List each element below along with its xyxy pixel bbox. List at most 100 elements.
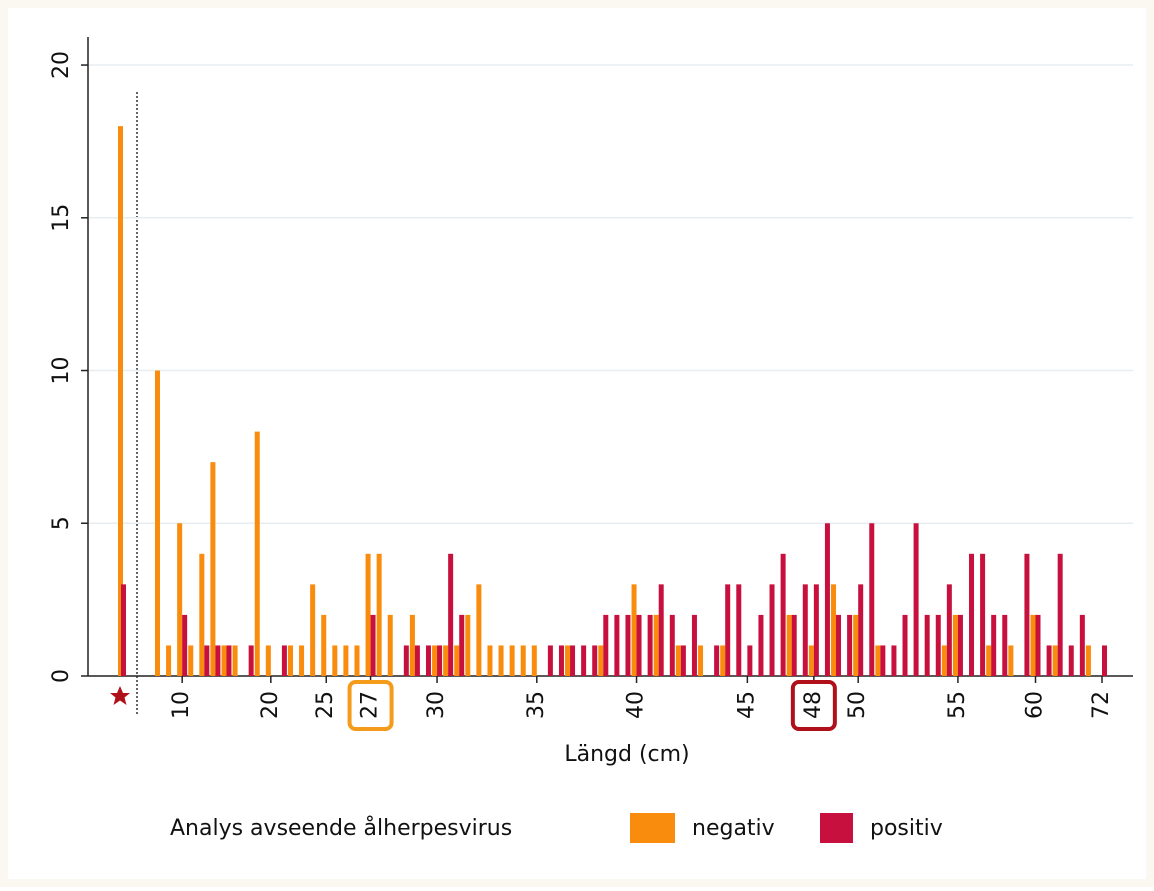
bar bbox=[802, 584, 808, 676]
legend-swatch bbox=[820, 813, 853, 843]
bar bbox=[869, 523, 875, 676]
x-tick-label: 27 bbox=[358, 691, 383, 719]
bar bbox=[118, 126, 123, 676]
bar bbox=[952, 614, 958, 676]
bar bbox=[631, 584, 637, 676]
y-tick-label: 15 bbox=[49, 204, 74, 232]
bar bbox=[1035, 614, 1041, 676]
bar bbox=[221, 645, 227, 676]
bar bbox=[913, 523, 919, 676]
bar bbox=[780, 553, 786, 676]
bar bbox=[853, 614, 859, 676]
bar bbox=[847, 614, 853, 676]
x-tick-label: 72 bbox=[1089, 691, 1114, 719]
bar bbox=[698, 645, 704, 676]
bar bbox=[465, 614, 471, 676]
bar bbox=[986, 645, 992, 676]
bar bbox=[414, 645, 420, 676]
bar bbox=[1024, 553, 1030, 676]
x-tick-label: 60 bbox=[1023, 691, 1048, 719]
bar bbox=[182, 614, 188, 676]
bar bbox=[310, 584, 316, 676]
bar bbox=[991, 614, 997, 676]
bar bbox=[1046, 645, 1052, 676]
bar bbox=[1002, 614, 1008, 676]
bar bbox=[1102, 645, 1107, 676]
bar bbox=[875, 645, 881, 676]
bar bbox=[1008, 645, 1014, 676]
bar bbox=[598, 645, 604, 676]
bar bbox=[321, 614, 327, 676]
bar bbox=[403, 645, 409, 676]
bar bbox=[714, 645, 720, 676]
bar bbox=[204, 645, 210, 676]
bar bbox=[1068, 645, 1074, 676]
highlight-box bbox=[347, 680, 394, 731]
bar bbox=[509, 645, 515, 676]
bar bbox=[603, 614, 609, 676]
bar bbox=[454, 645, 460, 676]
bar bbox=[409, 614, 415, 676]
bar bbox=[476, 584, 482, 676]
bar bbox=[680, 645, 686, 676]
bar bbox=[924, 614, 930, 676]
bar bbox=[786, 614, 792, 676]
legend-label: positiv bbox=[870, 816, 943, 841]
bar bbox=[831, 584, 837, 676]
bar bbox=[343, 645, 349, 676]
bar bbox=[969, 553, 975, 676]
bar bbox=[747, 645, 753, 676]
bar bbox=[1030, 614, 1036, 676]
bar bbox=[880, 645, 886, 676]
bar bbox=[443, 645, 449, 676]
star-marker bbox=[110, 686, 130, 705]
legend-swatch bbox=[630, 813, 675, 843]
bar bbox=[720, 645, 726, 676]
bar bbox=[758, 614, 764, 676]
y-tick-label: 5 bbox=[49, 516, 74, 530]
x-tick-label: 20 bbox=[258, 691, 283, 719]
y-tick-label: 0 bbox=[49, 669, 74, 683]
bar bbox=[957, 614, 963, 676]
bar bbox=[565, 645, 571, 676]
bar bbox=[354, 645, 360, 676]
bar bbox=[736, 584, 742, 676]
bar bbox=[636, 614, 642, 676]
bar bbox=[498, 645, 504, 676]
bar bbox=[531, 645, 537, 676]
bar bbox=[647, 614, 653, 676]
bar bbox=[254, 431, 260, 676]
bar bbox=[121, 584, 126, 676]
bar bbox=[177, 523, 183, 676]
bar bbox=[232, 645, 238, 676]
bar bbox=[658, 584, 664, 676]
bar bbox=[570, 645, 576, 676]
bar bbox=[459, 614, 465, 676]
bar bbox=[425, 645, 431, 676]
x-tick-label: 50 bbox=[845, 691, 870, 719]
bar bbox=[614, 614, 620, 676]
bar bbox=[808, 645, 814, 676]
plot-background bbox=[8, 8, 1146, 879]
bar bbox=[376, 553, 382, 676]
bar bbox=[210, 462, 216, 676]
bar bbox=[836, 614, 842, 676]
bar bbox=[166, 645, 172, 676]
bar bbox=[941, 645, 947, 676]
bar bbox=[558, 645, 564, 676]
x-tick-label: 55 bbox=[945, 691, 970, 719]
highlight-box bbox=[790, 680, 837, 731]
bar bbox=[188, 645, 194, 676]
bar bbox=[226, 645, 232, 676]
bar bbox=[980, 553, 986, 676]
y-tick-label: 10 bbox=[49, 357, 74, 385]
x-tick-label: 40 bbox=[624, 691, 649, 719]
bar bbox=[265, 645, 271, 676]
bar bbox=[287, 645, 293, 676]
bar bbox=[1057, 553, 1063, 676]
legend-title: Analys avseende ålherpesvirus bbox=[170, 815, 512, 841]
bar bbox=[1085, 645, 1091, 676]
bar bbox=[813, 584, 819, 676]
bar bbox=[625, 614, 631, 676]
